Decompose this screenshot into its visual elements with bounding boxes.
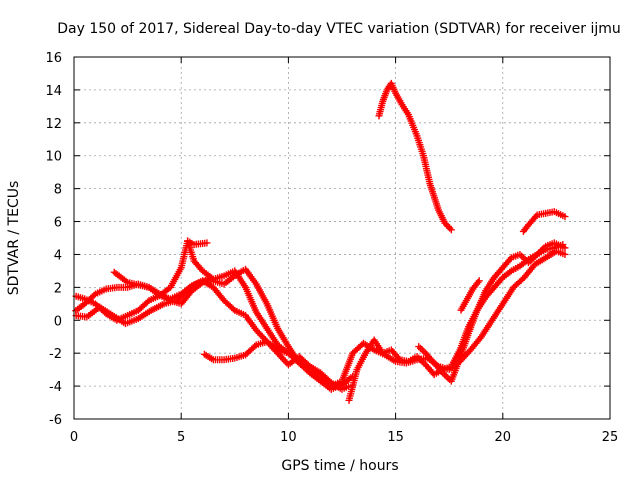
plot-frame — [73, 56, 611, 420]
y-tick-label: -6 — [49, 413, 62, 428]
series-layer — [72, 79, 569, 404]
x-tick-label: 25 — [602, 430, 619, 445]
x-axis-label: GPS time / hours — [281, 458, 398, 474]
series-track-a — [72, 277, 357, 393]
y-tick-label: 6 — [54, 216, 62, 231]
grid-lines — [74, 57, 610, 419]
y-axis-label: SDTVAR / TECUs — [6, 181, 22, 296]
y-tick-label: 14 — [45, 84, 62, 99]
y-tick-label: 10 — [45, 150, 62, 165]
x-tick-label: 15 — [387, 430, 404, 445]
y-tick-label: 16 — [45, 51, 62, 66]
series-markers — [72, 277, 357, 393]
x-tick-label: 5 — [177, 430, 185, 445]
y-tick-label: 12 — [45, 117, 62, 132]
series-markers — [375, 79, 455, 234]
axis-ticks — [73, 56, 611, 420]
x-tick-labels: 0 5 10 15 20 25 — [70, 430, 618, 445]
y-tick-label: -4 — [49, 380, 62, 395]
y-tick-label: 2 — [54, 281, 62, 296]
x-tick-label: 20 — [495, 430, 512, 445]
chart-title: Day 150 of 2017, Sidereal Day-to-day VTE… — [57, 21, 621, 37]
series-track-k — [375, 79, 455, 234]
y-tick-label: 8 — [54, 183, 62, 198]
y-tick-label: 4 — [54, 248, 62, 263]
y-tick-label: 0 — [54, 314, 62, 329]
y-tick-label: -2 — [49, 347, 62, 362]
x-tick-label: 0 — [70, 430, 78, 445]
x-tick-label: 10 — [280, 430, 297, 445]
y-tick-labels: -6 -4 -2 0 2 4 6 8 10 12 14 16 — [45, 51, 62, 428]
